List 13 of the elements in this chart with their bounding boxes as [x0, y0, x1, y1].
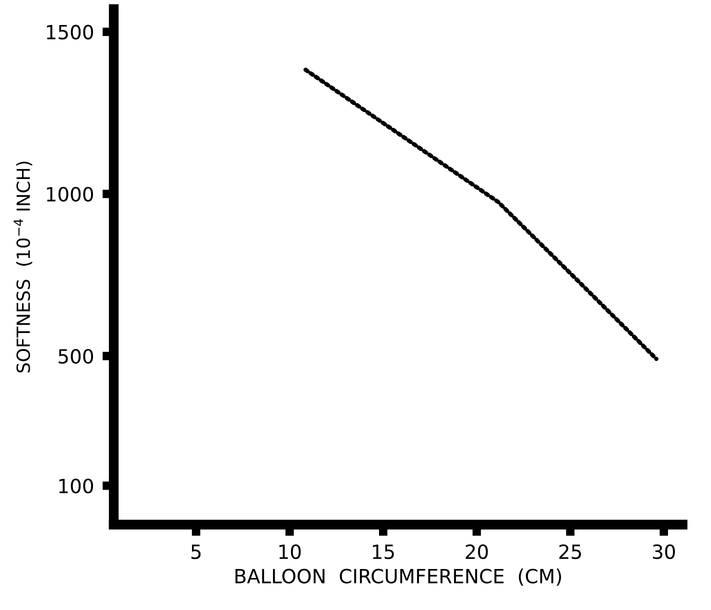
x-tick-label: 15 — [372, 544, 394, 560]
y-tick-label: 100 — [59, 478, 94, 494]
y-axis-title: SOFTNESS (10$^{−4}$ INCH) — [14, 162, 32, 372]
y-tick-label: 1000 — [46, 186, 94, 202]
y-tick-label: 500 — [58, 348, 94, 364]
x-tick-label: 10 — [279, 544, 301, 560]
y-tick-label: 1500 — [46, 24, 94, 40]
line-series — [303, 68, 658, 362]
x-tick-label: 20 — [466, 544, 488, 560]
x-axis-title: BALLOON CIRCUMFERENCE (CM) — [236, 568, 562, 586]
x-tick-label: 30 — [652, 544, 675, 560]
x-tick-label: 25 — [559, 544, 581, 560]
x-tick-label: 5 — [191, 544, 201, 560]
